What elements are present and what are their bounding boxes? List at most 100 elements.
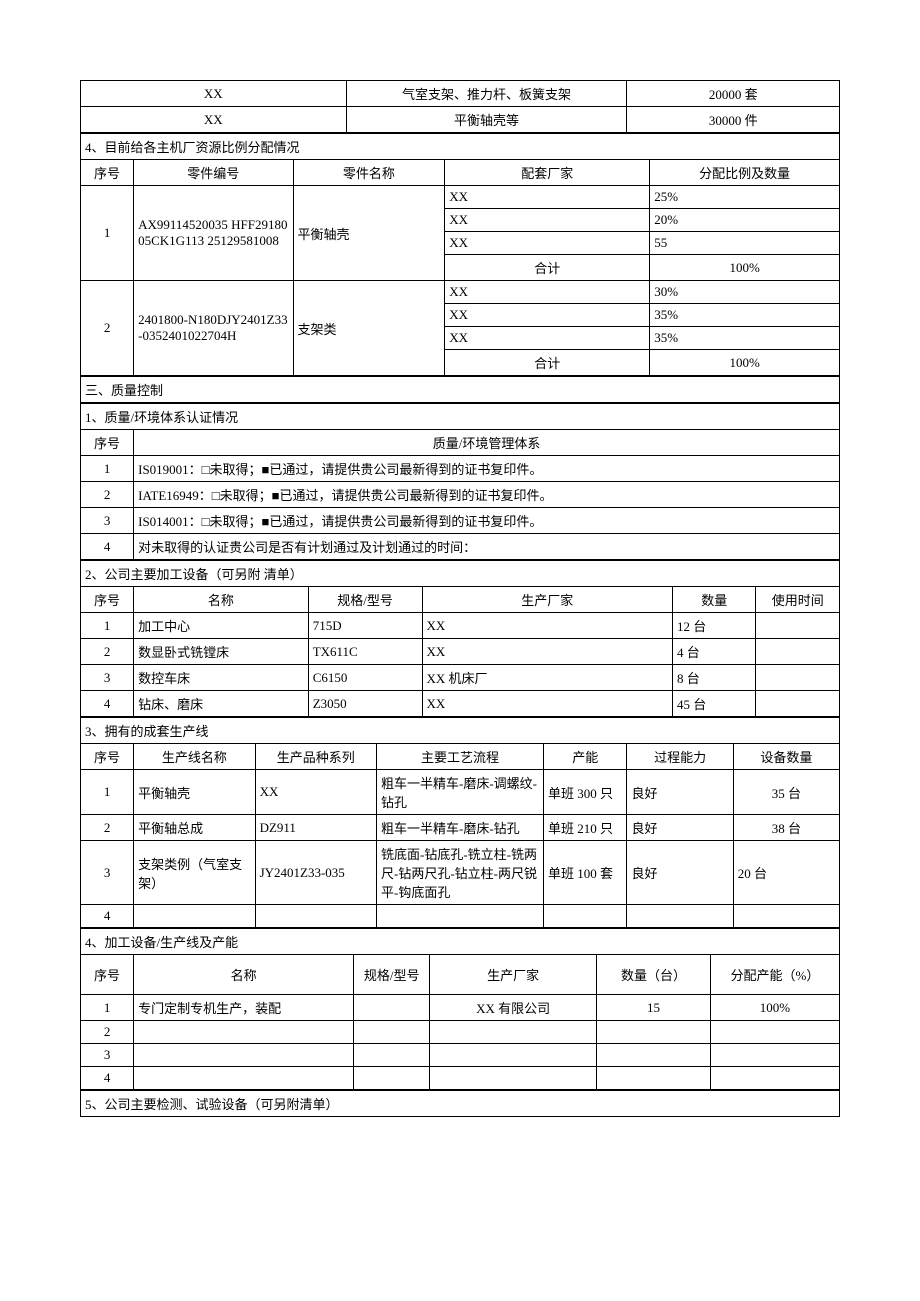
cell: XX [81, 81, 347, 107]
qc-heading: 三、质量控制 [81, 377, 840, 403]
cell: XX [422, 613, 672, 639]
header-row: 序号 名称 规格/型号 生产厂家 数量 使用时间 [81, 587, 840, 613]
table-row: 2 [81, 1021, 840, 1044]
cell: 2 [81, 815, 134, 841]
cell [756, 639, 840, 665]
supplier-cell: XX [445, 232, 650, 255]
cell: 20 台 [733, 841, 839, 905]
seq-cell: 1 [81, 186, 134, 281]
cell [756, 691, 840, 717]
ratio-cell: 30% [650, 281, 840, 304]
cell: 3 [81, 1044, 134, 1067]
section-title: 4、目前给各主机厂资源比例分配情况 [81, 134, 840, 160]
col-header: 零件名称 [293, 160, 445, 186]
cell: 良好 [627, 841, 733, 905]
section-title: 2、公司主要加工设备（可另附 清单） [81, 561, 840, 587]
section-title-row: 4、目前给各主机厂资源比例分配情况 [81, 134, 840, 160]
ratio-cell: 35% [650, 327, 840, 350]
cell: 单班 210 只 [543, 815, 626, 841]
cell: 35 台 [733, 770, 839, 815]
seq-cell: 4 [81, 534, 134, 560]
cell [597, 1044, 711, 1067]
ratio-cell: 55 [650, 232, 840, 255]
cell [597, 1021, 711, 1044]
header-row: 序号 名称 规格/型号 生产厂家 数量（台） 分配产能（%） [81, 955, 840, 995]
cell: 支架类例（气室支架） [134, 841, 255, 905]
cell: 38 台 [733, 815, 839, 841]
part-name-cell: 支架类 [293, 281, 445, 376]
col-header: 配套厂家 [445, 160, 650, 186]
part-no-cell: AX99114520035 HFF2918005CK1G113 25129581… [134, 186, 293, 281]
cell: 平衡轴总成 [134, 815, 255, 841]
seq-cell: 3 [81, 508, 134, 534]
seq-cell: 1 [81, 456, 134, 482]
section-title: 3、拥有的成套生产线 [81, 718, 840, 744]
cell: 加工中心 [134, 613, 309, 639]
table-row: 4 [81, 1067, 840, 1090]
cell: 2 [81, 1021, 134, 1044]
col-header: 序号 [81, 955, 134, 995]
production-line-table: 3、拥有的成套生产线 序号 生产线名称 生产品种系列 主要工艺流程 产能 过程能… [80, 717, 840, 928]
table-row: XX 气室支架、推力杆、板簧支架 20000 套 [81, 81, 840, 107]
cell [710, 1067, 839, 1090]
cell: 数显卧式铣镗床 [134, 639, 309, 665]
cell: Z3050 [308, 691, 422, 717]
cell: 专门定制专机生产，装配 [134, 995, 354, 1021]
cell: 1 [81, 995, 134, 1021]
col-header: 序号 [81, 430, 134, 456]
cell [710, 1044, 839, 1067]
cell: 铣底面-钻底孔-铣立柱-铣两尺-钻两尺孔-钻立柱-两尺锐平-钩底面孔 [377, 841, 544, 905]
equipment-table: 2、公司主要加工设备（可另附 清单） 序号 名称 规格/型号 生产厂家 数量 使… [80, 560, 840, 717]
total-value: 100% [650, 350, 840, 376]
cell: XX [422, 639, 672, 665]
table-row: 1加工中心715DXX12 台 [81, 613, 840, 639]
cell [134, 905, 255, 928]
cell: C6150 [308, 665, 422, 691]
col-header: 规格/型号 [308, 587, 422, 613]
cell [430, 1021, 597, 1044]
cell: XX 机床厂 [422, 665, 672, 691]
cell [354, 1021, 430, 1044]
ratio-cell: 25% [650, 186, 840, 209]
col-header: 生产品种系列 [255, 744, 376, 770]
cell [733, 905, 839, 928]
col-header: 零件编号 [134, 160, 293, 186]
part-name-cell: 平衡轴壳 [293, 186, 445, 281]
cell: JY2401Z33-035 [255, 841, 376, 905]
table-row: 3数控车床C6150XX 机床厂8 台 [81, 665, 840, 691]
cell: XX 有限公司 [430, 995, 597, 1021]
cell: XX [422, 691, 672, 717]
seq-cell: 2 [81, 482, 134, 508]
cell [430, 1067, 597, 1090]
section-title: 1、质量/环境体系认证情况 [81, 404, 840, 430]
cert-cell: IATE16949：□未取得；■已通过，请提供贵公司最新得到的证书复印件。 [134, 482, 840, 508]
cell: 20000 套 [627, 81, 840, 107]
header-row: 序号 零件编号 零件名称 配套厂家 分配比例及数量 [81, 160, 840, 186]
table-row: 2平衡轴总成DZ911粗车一半精车-磨床-钻孔单班 210 只良好38 台 [81, 815, 840, 841]
col-header: 使用时间 [756, 587, 840, 613]
table-row: 2IATE16949：□未取得；■已通过，请提供贵公司最新得到的证书复印件。 [81, 482, 840, 508]
table-row: 4 [81, 905, 840, 928]
cert-cell: 对未取得的认证贵公司是否有计划通过及计划通过的时间： [134, 534, 840, 560]
table-row: 3IS014001：□未取得；■已通过，请提供贵公司最新得到的证书复印件。 [81, 508, 840, 534]
col-header: 主要工艺流程 [377, 744, 544, 770]
col-header: 分配产能（%） [710, 955, 839, 995]
cell [756, 613, 840, 639]
cell: 平衡轴壳等 [346, 107, 627, 133]
col-header: 质量/环境管理体系 [134, 430, 840, 456]
cell: 4 [81, 691, 134, 717]
cell: 粗车一半精车-磨床-钻孔 [377, 815, 544, 841]
supplier-cell: XX [445, 327, 650, 350]
cell: 45 台 [673, 691, 756, 717]
col-header: 分配比例及数量 [650, 160, 840, 186]
cell: 良好 [627, 815, 733, 841]
col-header: 数量 [673, 587, 756, 613]
table-row: 1专门定制专机生产，装配XX 有限公司15100% [81, 995, 840, 1021]
cell [430, 1044, 597, 1067]
col-header: 生产线名称 [134, 744, 255, 770]
table-row: XX 平衡轴壳等 30000 件 [81, 107, 840, 133]
cell [710, 1021, 839, 1044]
table-row: 4钻床、磨床Z3050XX45 台 [81, 691, 840, 717]
cell [627, 905, 733, 928]
cell: 4 台 [673, 639, 756, 665]
